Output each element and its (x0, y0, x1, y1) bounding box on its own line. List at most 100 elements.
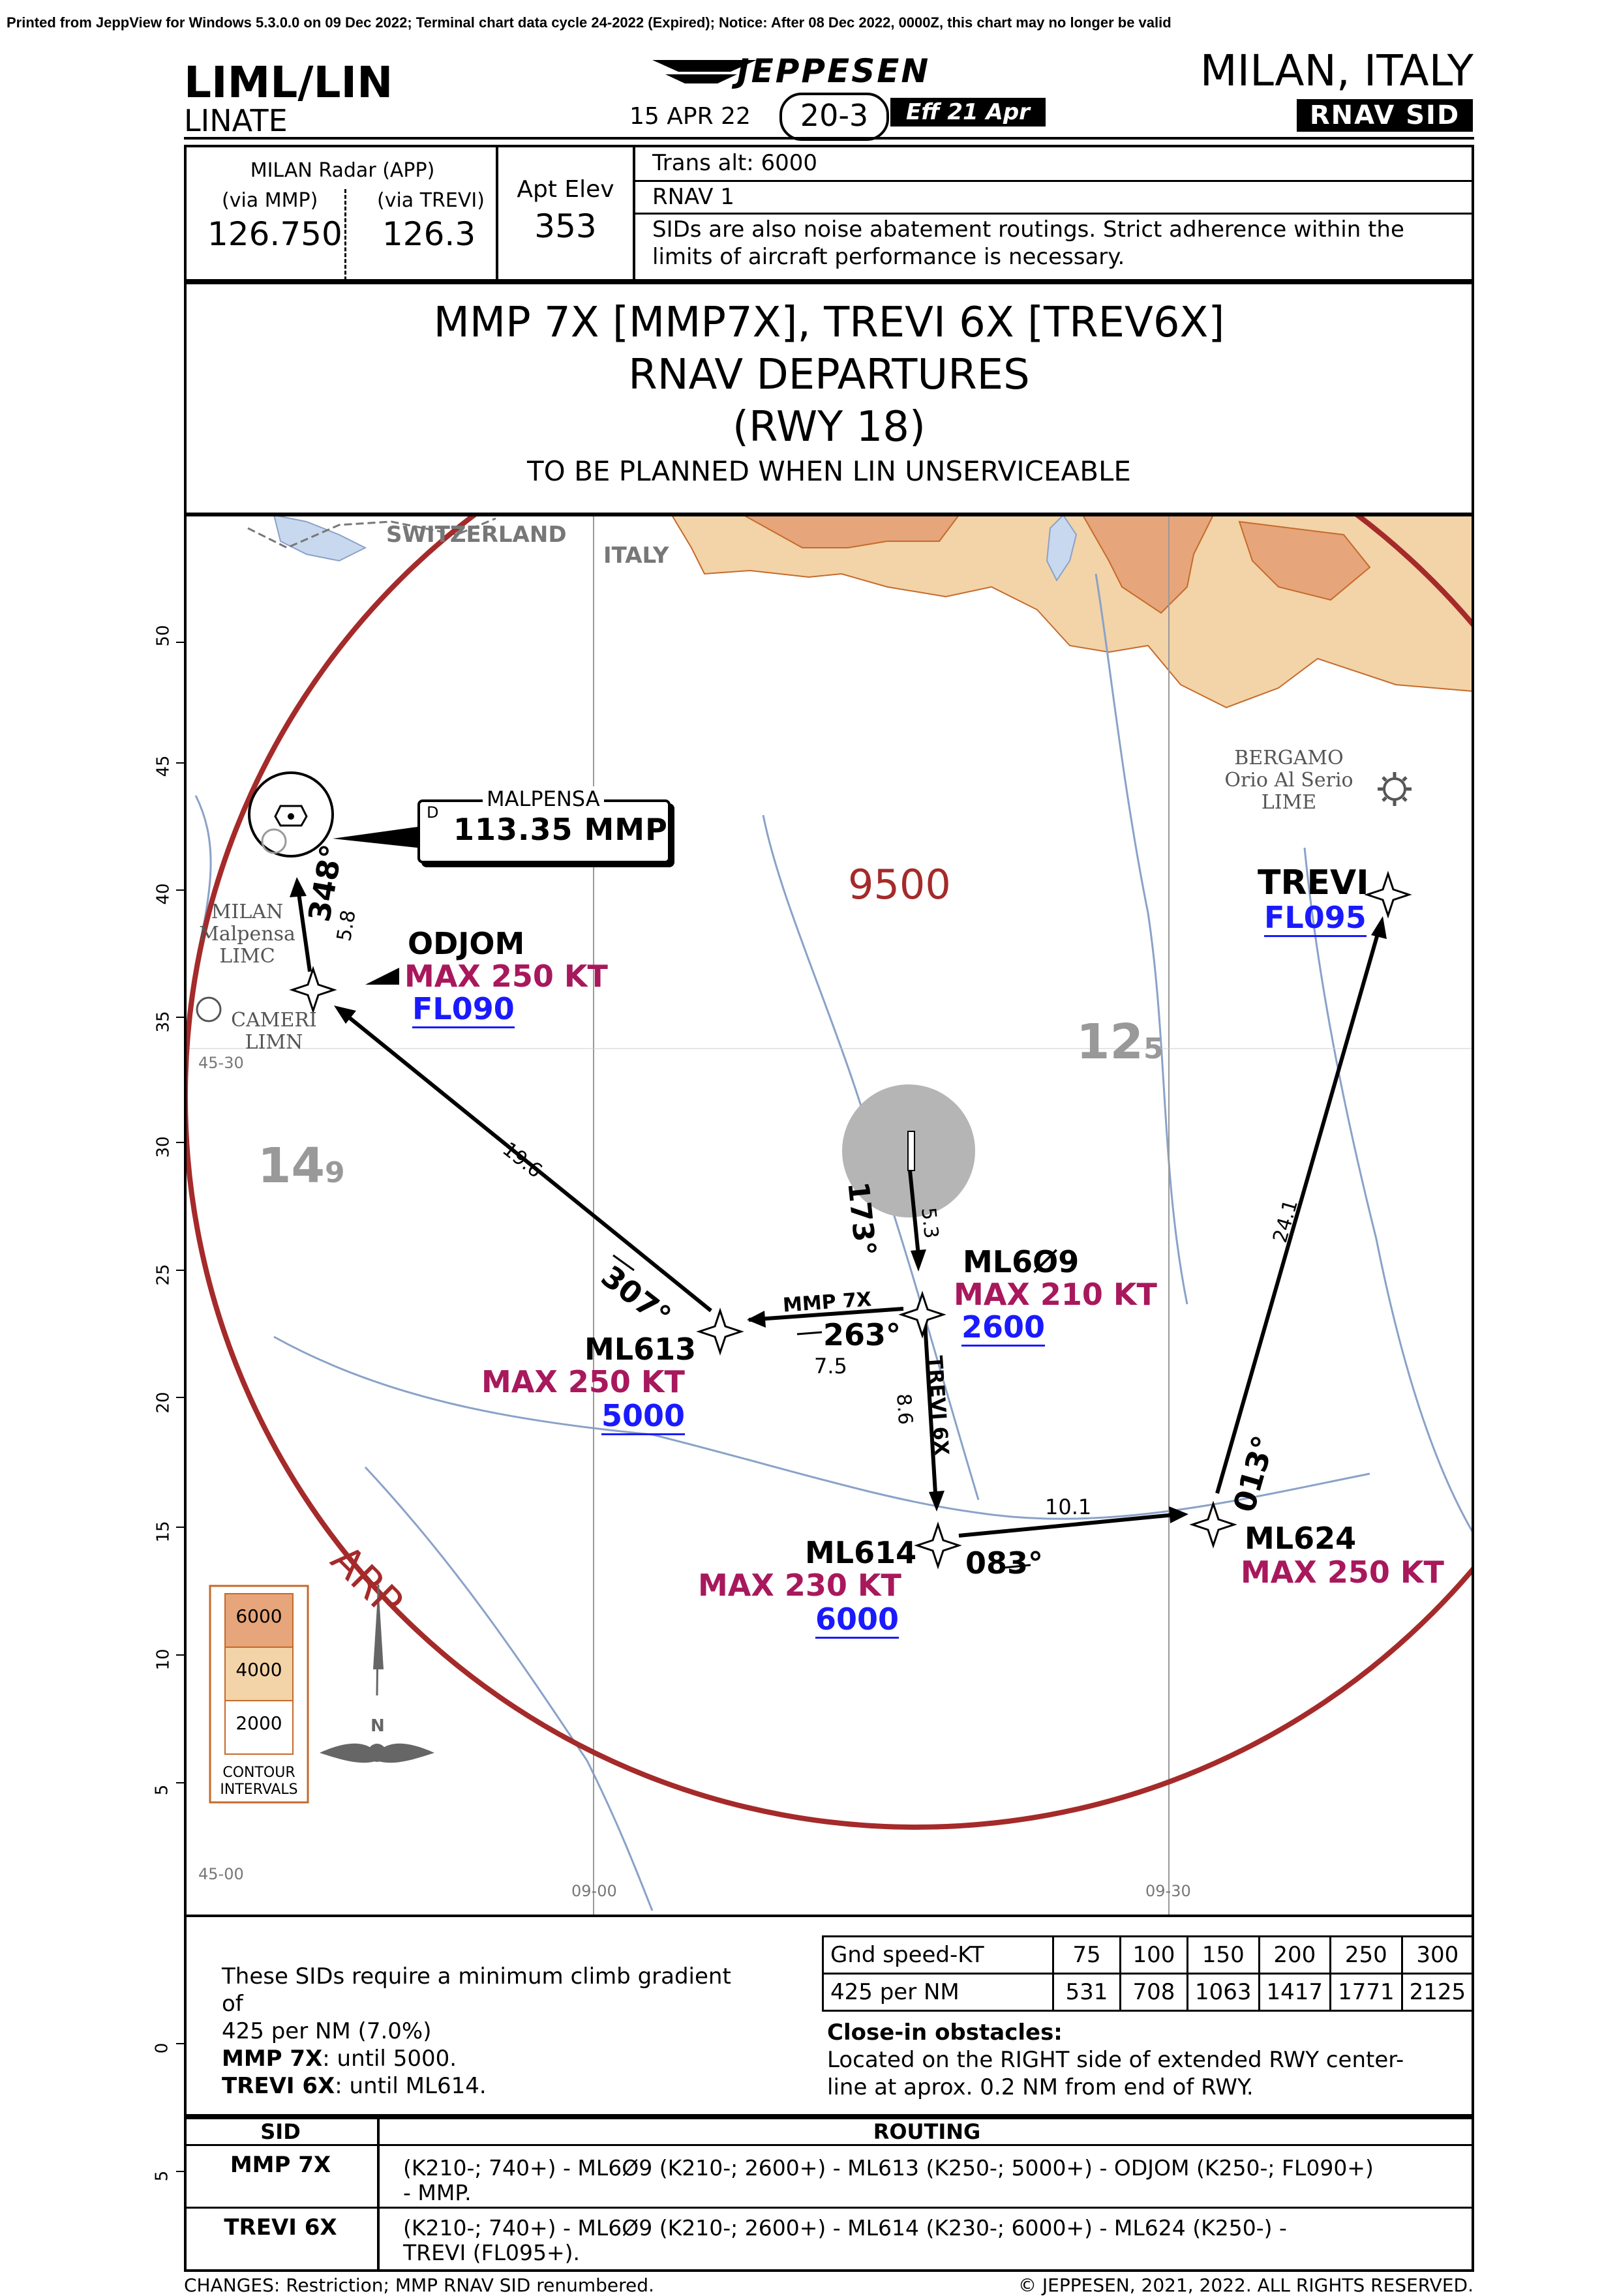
ml624-name: ML624 (1245, 1521, 1357, 1556)
ml613-altitude: 5000 (601, 1398, 686, 1435)
cameri-name: CAMERI (231, 1009, 317, 1032)
lat-4500-label: 45-00 (198, 1865, 244, 1883)
leg-263-track: 263° (823, 1317, 901, 1352)
jeppesen-brand: JEPPESEN (737, 52, 931, 90)
noise-note-line2: limits of aircraft performance is necess… (652, 244, 1125, 270)
odjom-pointer-icon (365, 968, 399, 985)
routing-row2-line1: (K210-; 740+) - ML6Ø9 (K210-; 2600+) - M… (403, 2215, 1287, 2241)
region-italy: ITALY (603, 543, 669, 569)
odjom-name: ODJOM (408, 926, 525, 961)
effective-date: Eff 21 Apr (890, 98, 1046, 127)
grid-mora-12: 125 (1076, 1014, 1164, 1070)
routing-row-rule (184, 2207, 1474, 2209)
odjom-speed: MAX 250 KT (404, 959, 608, 994)
climb-mmp: MMP 7X: until 5000. (222, 2045, 731, 2072)
grid-mora-14: 149 (258, 1138, 345, 1194)
bergamo-full-name: Orio Al Serio (1224, 769, 1353, 792)
routing-table (184, 2117, 1474, 2272)
climb-trevi-name: TREVI 6X (222, 2073, 335, 2099)
ruler-30: 30 (153, 1136, 174, 1158)
airport-icao: LIML/LIN (184, 57, 393, 108)
track-arrows (612, 1254, 1031, 1569)
ruler-40: 40 (153, 883, 174, 905)
print-banner: Printed from JeppView for Windows 5.3.0.… (7, 14, 1171, 31)
ground-speed-table: Gnd speed-KT 75 100 150 200 250 300 425 … (822, 1935, 1475, 2012)
ground-speed-value-row: 425 per NM 531 708 1063 1417 1771 2125 (822, 1973, 1475, 2012)
leg-083-distance: 10.1 (1045, 1495, 1092, 1519)
bergamo-name: BERGAMO (1234, 747, 1344, 769)
ruler-45: 45 (153, 755, 174, 777)
cameri-icao: LIMN (245, 1031, 303, 1054)
routing-row1-line2: - MMP. (403, 2180, 472, 2205)
route-legs (297, 893, 1382, 1538)
msa-altitude: 9500 (848, 861, 951, 908)
via-trevi-label: (via TREVI) (377, 189, 485, 212)
waypoint-ml609-icon (898, 1290, 946, 1339)
leg-odjom-mmp (297, 893, 312, 972)
ml613-speed: MAX 250 KT (481, 1364, 685, 1399)
chart-date: 15 APR 22 (629, 103, 751, 130)
ruler-10: 10 (153, 1648, 174, 1671)
ml614-name: ML614 (805, 1535, 917, 1570)
gs-header-2: 100 (1119, 1935, 1188, 1975)
malpensa-icao: LIMC (219, 945, 275, 968)
noise-note-line1: SIDs are also noise abatement routings. … (652, 216, 1404, 243)
malpensa-vor-icon (248, 771, 334, 857)
comms-dash (344, 189, 346, 280)
airport-name: LINATE (184, 103, 288, 138)
msa-ring (185, 515, 1473, 1830)
contour-2000-swatch (224, 1700, 294, 1755)
waypoint-ml624-icon (1189, 1500, 1237, 1549)
info-frame (184, 1915, 1474, 2117)
comms-hline-2 (633, 213, 1474, 215)
river-sesia (364, 1466, 654, 1911)
waypoint-odjom-icon (289, 966, 337, 1014)
routing-row1-text: (K210-; 740+) - ML6Ø9 (K210-; 2600+) - M… (403, 2156, 1374, 2205)
river-po (273, 1335, 1370, 1520)
gs-header-0: Gnd speed-KT (822, 1935, 1054, 1975)
contour-4000-label: 4000 (235, 1659, 282, 1680)
contour-6000-label: 6000 (235, 1605, 282, 1627)
waypoint-ml613-icon (696, 1307, 744, 1356)
terrain-4000-area (742, 515, 960, 548)
trans-alt: Trans alt: 6000 (652, 150, 818, 176)
malpensa-name: Malpensa (199, 923, 295, 946)
gs-value-1: 531 (1052, 1973, 1121, 2012)
waypoint-ml614-icon (914, 1521, 962, 1570)
obstacles-line2: line at aprox. 0.2 NM from end of RWY. (827, 2074, 1254, 2100)
climb-line1: These SIDs require a minimum climb gradi… (222, 1963, 731, 1990)
lon-0930-label: 09-30 (1145, 1882, 1191, 1900)
title-line4: TO BE PLANNED WHEN LIN UNSERVICEABLE (527, 455, 1131, 487)
title-line2: RNAV DEPARTURES (628, 351, 1030, 399)
contour-legend-title-2: INTERVALS (220, 1782, 298, 1798)
map-frame (184, 514, 1474, 1917)
vor-dme-marker: D (427, 803, 439, 822)
routing-row1-sid: MMP 7X (230, 2152, 331, 2178)
contour-2000-label: 2000 (235, 1712, 282, 1734)
apt-elev-value: 353 (534, 207, 597, 245)
ruler-15: 15 (153, 1521, 174, 1543)
leg-ml609-ml613 (748, 1307, 904, 1322)
bergamo-airport-icon (1378, 772, 1412, 806)
terrain-4000-area-3 (1238, 520, 1371, 601)
via-trevi-frequency: 126.3 (382, 215, 476, 253)
lat-4530-label: 45-30 (198, 1054, 244, 1072)
apt-elev-label: Apt Elev (517, 176, 614, 203)
river-serio (1303, 847, 1473, 1533)
grid-mora-14-sub: 9 (324, 1156, 345, 1189)
ml609-name: ML6Ø9 (963, 1244, 1080, 1279)
leg-ml613-odjom (338, 1007, 712, 1313)
leg-ml624-trevi (1215, 927, 1382, 1494)
north-label: N (370, 1716, 385, 1736)
climb-trevi: TREVI 6X: until ML614. (222, 2072, 731, 2100)
ml613-name: ML613 (584, 1332, 697, 1367)
leg-ml609-ml614 (923, 1322, 937, 1494)
bergamo-label: BERGAMO Orio Al Serio LIME (1204, 747, 1374, 814)
gs-value-3: 1063 (1186, 1973, 1260, 2012)
national-border (247, 517, 496, 549)
river-adda (1095, 573, 1188, 1305)
ruler-5-lower: 5 (152, 2170, 172, 2182)
contour-4000-swatch (224, 1647, 294, 1701)
ground-speed-header-row: Gnd speed-KT 75 100 150 200 250 300 (822, 1935, 1475, 1975)
malpensa-city: MILAN (211, 901, 284, 923)
